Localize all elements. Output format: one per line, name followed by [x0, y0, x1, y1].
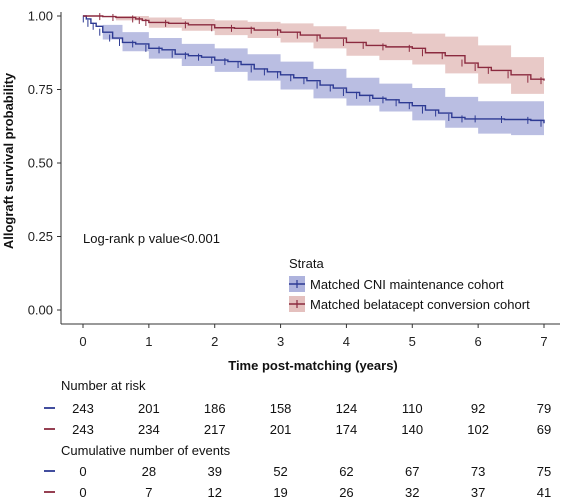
table-cell: 12	[207, 485, 221, 500]
y-tick-label: 0.50	[28, 156, 53, 171]
y-tick-label: 0.00	[28, 303, 53, 318]
legend: Strata Matched CNI maintenance cohort Ma…	[289, 256, 530, 312]
confidence-band-1	[83, 16, 544, 139]
table-cell: 174	[336, 422, 358, 437]
legend-entry-cni: Matched CNI maintenance cohort	[289, 276, 504, 292]
x-tick-label: 0	[79, 334, 86, 349]
x-tick-label: 2	[211, 334, 218, 349]
plot-area	[82, 13, 545, 139]
risk-table: 243 201 186 158 124 110 92 79 243 234 217 201 174 140…	[44, 401, 551, 437]
table-cell: 67	[405, 464, 419, 479]
x-axis-title: Time post-matching (years)	[228, 358, 398, 373]
table-cell: 19	[273, 485, 287, 500]
x-tick-label: 4	[343, 334, 350, 349]
table-cell: 243	[72, 401, 94, 416]
censor-marks-1	[82, 15, 542, 127]
x-tick-group: 0 1 2 3 4 5 6 7	[79, 324, 548, 349]
survival-curve-1	[83, 15, 545, 124]
table-cell: 158	[270, 401, 292, 416]
events-table: 0 28 39 52 62 67 73 75 0 7 12 19 26 32 37 41	[44, 464, 551, 500]
y-axis-title: Allograft survival probability	[1, 72, 16, 249]
y-tick-label: 0.75	[28, 82, 53, 97]
legend-label-cni: Matched CNI maintenance cohort	[310, 277, 504, 292]
table-cell: 0	[79, 485, 86, 500]
table-cell: 201	[270, 422, 292, 437]
x-tick-label: 5	[409, 334, 416, 349]
x-tick-label: 1	[145, 334, 152, 349]
table-cell: 186	[204, 401, 226, 416]
table-cell: 39	[207, 464, 221, 479]
censor-marks-2	[99, 13, 542, 85]
table-cell: 28	[142, 464, 156, 479]
table-cell: 124	[336, 401, 358, 416]
table-cell: 52	[273, 464, 287, 479]
legend-label-belatacept: Matched belatacept conversion cohort	[310, 297, 530, 312]
x-tick-label: 7	[540, 334, 547, 349]
table-cell: 26	[339, 485, 353, 500]
table-cell: 41	[537, 485, 551, 500]
table-cell: 201	[138, 401, 160, 416]
table-cell: 7	[145, 485, 152, 500]
table-cell: 234	[138, 422, 160, 437]
events-table-title: Cumulative number of events	[61, 443, 231, 458]
table-cell: 110	[402, 401, 423, 416]
table-cell: 79	[537, 401, 551, 416]
table-cell: 62	[339, 464, 353, 479]
y-tick-label: 0.25	[28, 229, 53, 244]
legend-title: Strata	[289, 256, 324, 271]
risk-table-title: Number at risk	[61, 378, 146, 393]
table-cell: 140	[401, 422, 423, 437]
confidence-band-2	[83, 16, 544, 99]
survival-curve-2	[83, 15, 545, 81]
table-cell: 243	[72, 422, 94, 437]
y-tick-group: 0.00 0.25 0.50 0.75 1.00	[28, 9, 61, 318]
x-tick-label: 6	[475, 334, 482, 349]
table-cell: 102	[467, 422, 489, 437]
table-cell: 73	[471, 464, 485, 479]
table-cell: 0	[79, 464, 86, 479]
x-tick-label: 3	[277, 334, 284, 349]
table-cell: 217	[204, 422, 226, 437]
table-cell: 69	[537, 422, 551, 437]
table-cell: 75	[537, 464, 551, 479]
table-cell: 92	[471, 401, 485, 416]
log-rank-annotation: Log-rank p value<0.001	[83, 231, 220, 246]
legend-entry-belatacept: Matched belatacept conversion cohort	[289, 296, 530, 312]
table-cell: 32	[405, 485, 419, 500]
table-cell: 37	[471, 485, 485, 500]
y-tick-label: 1.00	[28, 9, 53, 24]
